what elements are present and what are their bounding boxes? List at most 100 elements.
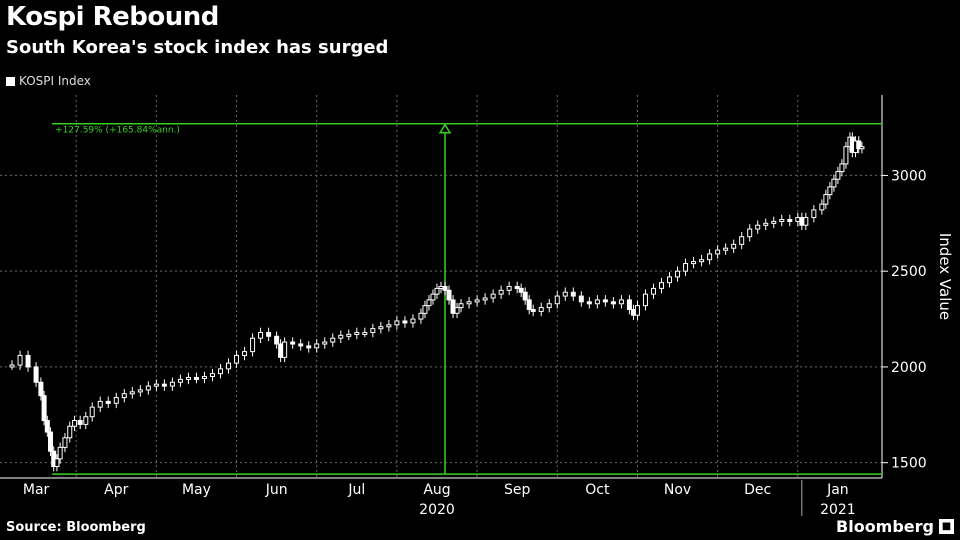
candle-body: [322, 341, 328, 345]
y-tick-label-3000: 3000: [891, 168, 927, 184]
candle-body: [346, 333, 352, 337]
candle-body: [538, 307, 544, 312]
candle-body: [831, 178, 837, 188]
candle-body: [153, 383, 159, 387]
candle-body: [442, 286, 448, 291]
candle-body: [330, 337, 336, 343]
candle-body: [193, 376, 199, 380]
candle-body: [498, 289, 504, 295]
candle-body: [626, 299, 632, 310]
candle-body: [618, 299, 624, 305]
candle-body: [33, 366, 39, 383]
candle-body: [354, 331, 360, 335]
chart-subtitle: South Korea's stock index has surged: [6, 37, 389, 58]
candle-body: [675, 270, 681, 278]
candle-body: [9, 364, 15, 368]
x-tick-label-jul: Jul: [347, 482, 365, 498]
candle-body: [145, 385, 151, 391]
x-tick-label-dec: Dec: [744, 482, 771, 498]
candle-body: [699, 259, 705, 263]
candle-body: [278, 343, 284, 358]
candle-body: [723, 247, 729, 251]
year-label-2020: 2020: [419, 502, 455, 518]
y-tick-label-1500: 1500: [891, 456, 927, 472]
candle-body: [44, 420, 50, 433]
candle-body: [290, 341, 296, 345]
candle-body: [266, 331, 272, 337]
candle-body: [771, 220, 777, 224]
x-tick-label-mar: Mar: [23, 482, 50, 498]
candle-body: [667, 276, 673, 284]
candle-body: [438, 286, 444, 289]
candle-body: [234, 354, 240, 364]
candle-body: [250, 337, 256, 353]
x-tick-label-apr: Apr: [104, 482, 128, 498]
candle-body: [17, 354, 23, 366]
x-tick-label-sep: Sep: [504, 482, 531, 498]
candle-body: [386, 324, 392, 328]
candle-body: [546, 303, 552, 309]
bloomberg-logo-icon: ■: [939, 519, 954, 534]
candle-body: [562, 291, 568, 297]
candle-body: [506, 286, 512, 291]
x-tick-label-jun: Jun: [265, 482, 288, 498]
candle-body: [530, 308, 536, 312]
candle-body: [169, 381, 175, 387]
candle-body: [630, 308, 636, 316]
candle-body: [490, 293, 496, 299]
candle-body: [218, 368, 223, 375]
candle-body: [446, 289, 452, 301]
x-tick-label-may: May: [182, 482, 211, 498]
candle-body: [594, 299, 600, 305]
candle-body: [514, 286, 520, 289]
candle-body: [62, 437, 68, 448]
candle-body: [570, 291, 576, 297]
candle-body: [89, 406, 95, 418]
candle-body: [105, 400, 111, 404]
candle-body: [72, 420, 78, 427]
y-axis-title: Index Value: [936, 233, 954, 320]
candle-body: [843, 146, 849, 165]
legend-swatch: [6, 76, 15, 86]
candle-body: [827, 186, 833, 196]
candle-body: [859, 146, 865, 150]
candle-body: [282, 341, 288, 358]
candle-body: [362, 331, 368, 335]
brand-wordmark: Bloomberg ■: [836, 517, 954, 536]
candle-body: [823, 194, 829, 205]
candle-body: [683, 263, 689, 272]
candle-body: [242, 351, 248, 356]
candle-body: [434, 287, 440, 295]
legend: KOSPI Index: [6, 74, 91, 88]
candle-body: [314, 343, 320, 349]
candle-body: [97, 400, 103, 408]
candle-body: [201, 376, 207, 380]
candle-body: [38, 381, 44, 397]
candle-body: [763, 222, 769, 226]
candle-body: [422, 305, 428, 314]
y-tick-label-2500: 2500: [891, 264, 927, 280]
candle-body: [811, 209, 817, 219]
x-tick-label-oct: Oct: [585, 482, 610, 498]
x-tick-label-jan: Jan: [826, 482, 849, 498]
candle-body: [835, 171, 841, 180]
candle-body: [518, 287, 524, 293]
candle-body: [466, 301, 472, 305]
candle-body: [378, 326, 384, 330]
candle-body: [715, 249, 721, 255]
candle-body: [426, 299, 432, 307]
candle-body: [856, 140, 862, 150]
annotation-label: +127.59% (+165.84%ann.): [55, 126, 180, 136]
candle-body: [691, 261, 697, 265]
candle-body: [659, 282, 664, 289]
candle-body: [803, 217, 809, 226]
candle-body: [642, 293, 648, 307]
candle-body: [578, 295, 584, 303]
candle-body: [602, 299, 608, 303]
candle-body: [57, 446, 63, 460]
candle-body: [610, 301, 616, 305]
candle-body: [634, 305, 640, 316]
source-note: Source: Bloomberg: [6, 520, 146, 535]
legend-entry-kospi: KOSPI Index: [19, 74, 91, 88]
